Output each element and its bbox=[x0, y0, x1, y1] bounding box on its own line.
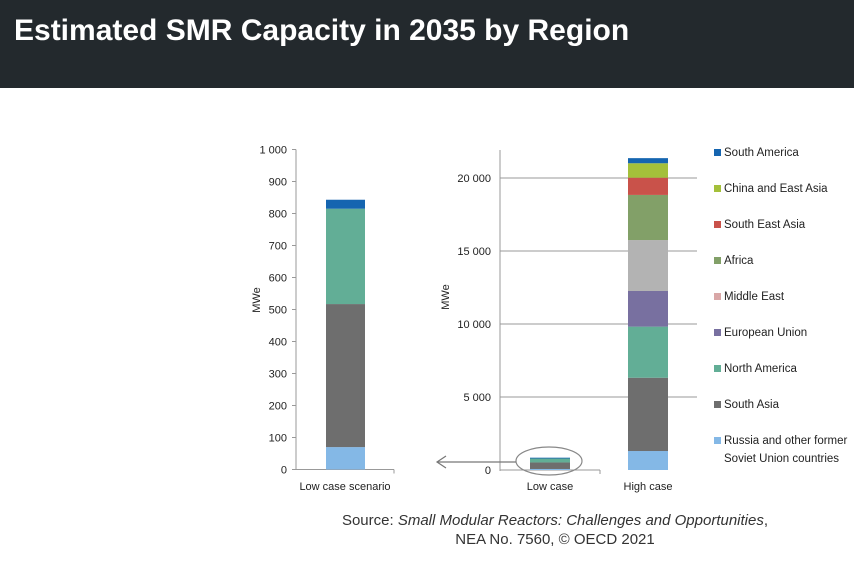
right-y-axis-label: MWe bbox=[440, 284, 452, 309]
left-y-axis-label: MWe bbox=[251, 287, 263, 312]
left-y-tick-label: 600 bbox=[269, 273, 287, 285]
left-y-tick-label: 800 bbox=[269, 209, 287, 221]
right-bar-segment bbox=[628, 326, 668, 378]
legend-swatch bbox=[714, 257, 721, 264]
right-bar-segment bbox=[530, 468, 570, 470]
left-y-tick-label: 500 bbox=[269, 305, 287, 317]
title-bar: Estimated SMR Capacity in 2035 by Region bbox=[0, 0, 854, 88]
left-y-tick-label: 700 bbox=[269, 241, 287, 253]
right-x-tick-label: Low case bbox=[527, 481, 573, 493]
legend-label: North America bbox=[724, 363, 797, 375]
left-y-tick-label: 0 bbox=[281, 465, 287, 477]
page-title: Estimated SMR Capacity in 2035 by Region bbox=[14, 14, 630, 47]
right-bar-segment bbox=[628, 240, 668, 292]
right-bar-segment bbox=[628, 163, 668, 178]
arrow-head-icon bbox=[435, 455, 447, 469]
right-bar-segment bbox=[628, 291, 668, 327]
legend-swatch bbox=[714, 437, 721, 444]
right-bar-segment bbox=[628, 377, 668, 452]
left-y-tick-label: 300 bbox=[269, 369, 287, 381]
legend-label: China and East Asia bbox=[724, 183, 828, 195]
left-bar-segment bbox=[326, 304, 365, 448]
left-y-tick-label: 100 bbox=[269, 433, 287, 445]
legend-label: Russia and other former bbox=[724, 435, 848, 447]
source-citation: Source: Small Modular Reactors: Challeng… bbox=[330, 511, 780, 549]
source-rest: , NEA No. 7560, © OECD 2021 bbox=[455, 512, 769, 548]
left-bar-segment bbox=[326, 447, 365, 470]
legend-swatch bbox=[714, 293, 721, 300]
zoom-ellipse bbox=[515, 446, 583, 476]
legend-label: Middle East bbox=[724, 291, 785, 303]
legend-swatch bbox=[714, 185, 721, 192]
right-bar-segment bbox=[628, 451, 668, 470]
right-bar-segment bbox=[628, 194, 668, 241]
right-y-tick-label: 5 000 bbox=[463, 392, 491, 404]
legend-swatch bbox=[714, 221, 721, 228]
legend-label: European Union bbox=[724, 327, 807, 339]
right-y-tick-label: 20 000 bbox=[457, 173, 491, 185]
left-bar-segment bbox=[326, 208, 365, 305]
right-x-tick-label: High case bbox=[624, 481, 673, 493]
right-y-tick-label: 15 000 bbox=[457, 246, 491, 258]
left-x-tick-label: Low case scenario bbox=[299, 481, 390, 493]
right-bar-segment bbox=[530, 458, 570, 463]
right-bar-segment bbox=[628, 177, 668, 195]
legend-swatch bbox=[714, 329, 721, 336]
right-y-tick-label: 0 bbox=[485, 465, 491, 477]
right-bar-segment bbox=[628, 158, 668, 164]
right-bar-segment bbox=[530, 457, 570, 459]
legend-label: South America bbox=[724, 147, 799, 159]
source-prefix: Source: bbox=[341, 512, 398, 529]
source-title: Small Modular Reactors: Challenges and O… bbox=[397, 512, 764, 529]
left-y-tick-label: 200 bbox=[269, 401, 287, 413]
left-bar-segment bbox=[326, 199, 365, 209]
left-y-tick-label: 1 000 bbox=[259, 145, 287, 157]
right-y-tick-label: 10 000 bbox=[457, 319, 491, 331]
legend-swatch bbox=[714, 149, 721, 156]
legend-swatch bbox=[714, 365, 721, 372]
left-y-tick-label: 900 bbox=[269, 177, 287, 189]
legend-label: Soviet Union countries bbox=[724, 453, 839, 465]
legend-label: Africa bbox=[724, 255, 754, 267]
legend-label: South Asia bbox=[724, 399, 780, 411]
right-bar-segment bbox=[530, 462, 570, 469]
legend-swatch bbox=[714, 401, 721, 408]
legend-label: South East Asia bbox=[724, 219, 806, 231]
left-y-tick-label: 400 bbox=[269, 337, 287, 349]
